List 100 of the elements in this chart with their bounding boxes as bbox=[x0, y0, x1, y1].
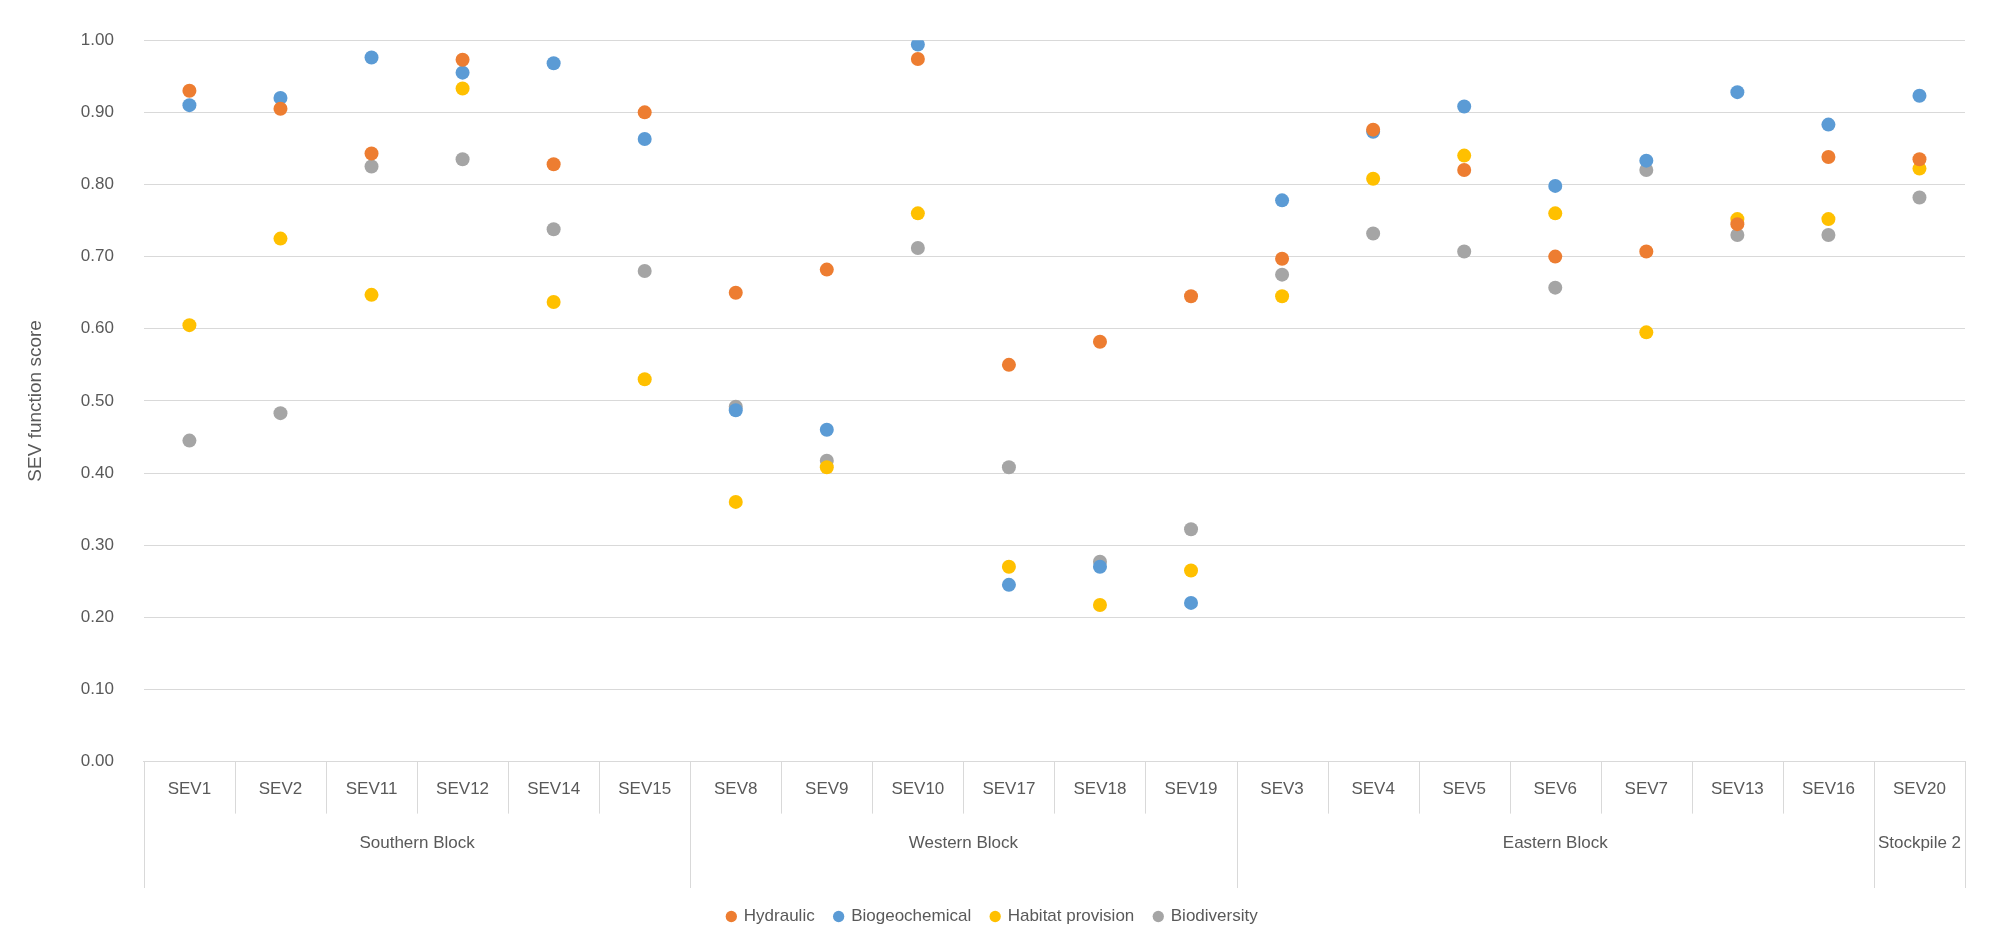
point bbox=[1821, 150, 1836, 165]
y-tick-label: 0.90 bbox=[80, 102, 114, 122]
point bbox=[1548, 280, 1563, 295]
point bbox=[1275, 251, 1290, 266]
x-tick-label: SEV6 bbox=[1533, 779, 1577, 799]
point bbox=[910, 240, 925, 255]
x-tick-label: SEV10 bbox=[891, 779, 945, 799]
point bbox=[910, 206, 925, 221]
x-tick-label: SEV5 bbox=[1442, 779, 1486, 799]
point bbox=[819, 460, 834, 475]
y-tick-label: 0.30 bbox=[80, 534, 114, 554]
x-tick-label: SEV16 bbox=[1801, 779, 1855, 799]
point bbox=[1730, 85, 1745, 100]
x-tick-label: SEV19 bbox=[1164, 779, 1218, 799]
point bbox=[1548, 206, 1563, 221]
point bbox=[182, 433, 197, 448]
y-tick-label: 0.60 bbox=[80, 318, 114, 338]
point bbox=[1912, 88, 1927, 103]
point bbox=[1457, 163, 1472, 178]
point bbox=[182, 83, 197, 98]
y-tick-label: 0.00 bbox=[80, 751, 114, 771]
x-tick-label: SEV12 bbox=[436, 779, 490, 799]
point bbox=[819, 262, 834, 277]
point bbox=[1639, 153, 1654, 168]
y-tick-label: 0.70 bbox=[80, 246, 114, 266]
point bbox=[273, 406, 288, 421]
point bbox=[1821, 117, 1836, 132]
point bbox=[1184, 522, 1199, 537]
x-tick-label: SEV17 bbox=[982, 779, 1036, 799]
point bbox=[1639, 244, 1654, 259]
text: Western Block bbox=[908, 833, 1019, 853]
point bbox=[1001, 559, 1016, 574]
x-tick-label: SEV11 bbox=[345, 779, 398, 799]
point bbox=[819, 422, 834, 437]
y-tick-label: 0.40 bbox=[80, 462, 114, 482]
point bbox=[182, 318, 197, 333]
point bbox=[1457, 99, 1472, 114]
point bbox=[910, 40, 925, 52]
point bbox=[1912, 190, 1927, 205]
point bbox=[1639, 325, 1654, 340]
point bbox=[637, 264, 652, 279]
y-axis-title: SEV function score bbox=[23, 320, 45, 482]
legend-label: Habitat provision bbox=[1007, 906, 1135, 926]
x-tick-label: SEV7 bbox=[1624, 779, 1669, 799]
point bbox=[1912, 152, 1927, 167]
x-tick-label: SEV14 bbox=[527, 779, 581, 799]
x-tick-label: SEV4 bbox=[1351, 779, 1395, 799]
point bbox=[728, 403, 743, 418]
point bbox=[455, 65, 470, 80]
text: Stockpile 2 bbox=[1877, 833, 1962, 853]
point bbox=[546, 295, 561, 310]
x-tick-label: SEV1 bbox=[167, 779, 212, 799]
point bbox=[364, 287, 379, 302]
y-tick-label: 0.50 bbox=[80, 390, 114, 410]
point bbox=[1730, 217, 1745, 232]
point bbox=[1001, 460, 1016, 475]
x-tick-label: SEV15 bbox=[618, 779, 672, 799]
point bbox=[364, 159, 379, 174]
point bbox=[546, 157, 561, 172]
point bbox=[1092, 334, 1107, 349]
x-tick-label: SEV8 bbox=[714, 779, 758, 799]
point bbox=[728, 285, 743, 300]
point bbox=[546, 222, 561, 237]
point bbox=[1366, 171, 1381, 186]
y-tick-label: 0.20 bbox=[80, 607, 114, 627]
point bbox=[1001, 577, 1016, 592]
point bbox=[1275, 267, 1290, 282]
point bbox=[546, 56, 561, 71]
point bbox=[1184, 289, 1199, 304]
point bbox=[637, 132, 652, 147]
point bbox=[1548, 249, 1563, 264]
x-tick-label: SEV20 bbox=[1893, 779, 1946, 799]
point bbox=[455, 152, 470, 167]
legend-label: Biodiversity bbox=[1170, 906, 1259, 926]
point bbox=[1275, 193, 1290, 208]
point bbox=[455, 81, 470, 96]
point bbox=[364, 50, 379, 65]
y-tick-label: 1.00 bbox=[80, 29, 114, 49]
text: Eastern Block bbox=[1502, 833, 1609, 853]
point bbox=[455, 52, 470, 67]
point bbox=[1092, 598, 1107, 613]
x-tick-label: SEV9 bbox=[805, 779, 849, 799]
text: Southern Block bbox=[359, 833, 476, 853]
x-tick-label: SEV18 bbox=[1073, 779, 1127, 799]
point bbox=[182, 98, 197, 113]
x-tick-label: SEV2 bbox=[258, 779, 303, 799]
point bbox=[1821, 212, 1836, 227]
point bbox=[1457, 148, 1472, 163]
point bbox=[1457, 244, 1472, 259]
y-tick-label: 0.10 bbox=[80, 679, 114, 699]
point bbox=[1001, 357, 1016, 372]
legend-label: Hydraulic bbox=[743, 906, 816, 926]
x-tick-label: SEV3 bbox=[1260, 779, 1304, 799]
point bbox=[637, 372, 652, 387]
legend-label: Biogeochemical bbox=[851, 906, 972, 926]
point bbox=[637, 105, 652, 120]
y-tick-label: 0.80 bbox=[80, 174, 114, 194]
point bbox=[728, 494, 743, 509]
point bbox=[1548, 178, 1563, 193]
point bbox=[1184, 563, 1199, 578]
